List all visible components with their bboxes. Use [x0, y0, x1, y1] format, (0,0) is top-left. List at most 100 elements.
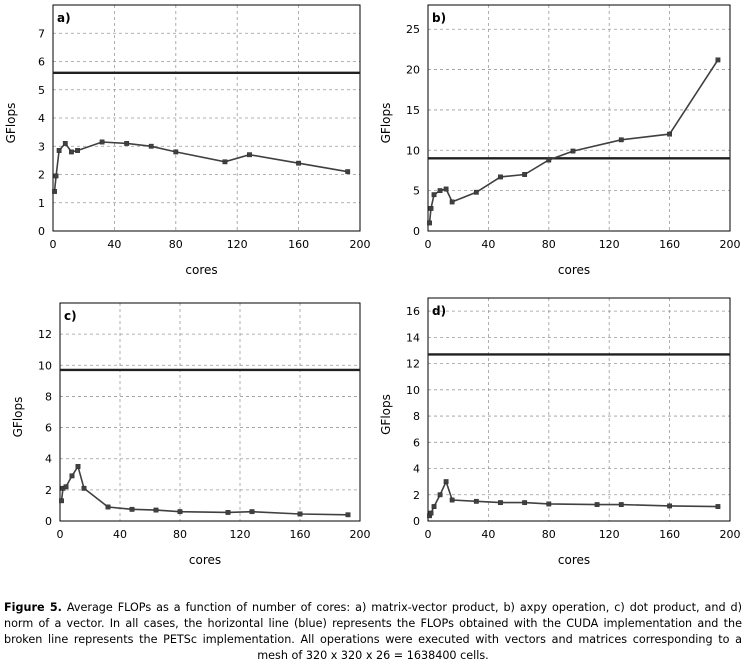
data-point — [129, 506, 135, 512]
data-point — [56, 148, 62, 153]
data-point — [522, 500, 528, 506]
x-tick-label: 0 — [425, 528, 432, 541]
panel-label: b) — [432, 11, 446, 25]
caption-label: Figure 5. — [4, 601, 62, 614]
caption-text: Average FLOPs as a function of number of… — [4, 601, 743, 662]
data-point — [75, 464, 81, 469]
x-tick-label: 120 — [599, 528, 620, 541]
data-point — [249, 509, 255, 515]
x-tick-label: 40 — [481, 238, 495, 251]
x-tick-label: 40 — [481, 528, 495, 541]
y-tick-label: 0 — [45, 515, 52, 528]
x-tick-label: 80 — [542, 528, 556, 541]
data-point — [345, 169, 351, 175]
data-point — [618, 502, 624, 508]
x-tick-label: 200 — [350, 528, 371, 541]
data-point — [437, 492, 443, 498]
y-tick-label: 3 — [38, 140, 45, 153]
data-point — [522, 172, 528, 177]
x-axis-label: cores — [558, 263, 590, 277]
x-tick-label: 120 — [227, 238, 248, 251]
chart-a: 0 40 80 120 160 200 0 1 2 3 4 5 6 7 cores GFlops a) — [4, 4, 371, 277]
y-tick-label: 25 — [406, 23, 420, 36]
x-tick-label: 40 — [107, 238, 121, 251]
x-tick-label: 160 — [288, 238, 309, 251]
data-point — [473, 189, 479, 195]
data-point — [52, 189, 57, 194]
y-tick-label: 0 — [38, 225, 45, 238]
data-point — [222, 159, 228, 165]
x-tick-label: 0 — [57, 528, 64, 541]
x-tick-label: 160 — [290, 528, 311, 541]
data-point — [594, 502, 600, 508]
data-point — [296, 160, 301, 166]
data-point — [69, 149, 74, 155]
data-point — [498, 174, 503, 180]
petsc-series-line — [60, 464, 349, 516]
y-tick-label: 0 — [413, 225, 420, 238]
y-axis-label: GFlops — [11, 397, 25, 438]
y-tick-label: 5 — [38, 84, 45, 97]
data-point — [105, 504, 111, 510]
y-tick-label: 6 — [413, 436, 420, 449]
chart-d: 0 40 80 120 160 200 0 2 4 6 8 10 12 14 16 cores GFlops d) — [379, 297, 741, 567]
data-point — [99, 139, 105, 145]
x-tick-label: 200 — [720, 238, 741, 251]
data-point — [443, 186, 449, 192]
data-point — [431, 504, 437, 509]
data-point — [546, 157, 552, 163]
data-point — [173, 149, 179, 155]
x-axis-label: cores — [185, 263, 217, 277]
x-axis-label: cores — [558, 553, 590, 567]
petsc-series-line — [53, 141, 348, 192]
plot-frame — [52, 4, 361, 232]
data-point — [570, 148, 576, 154]
x-tick-label: 80 — [173, 528, 187, 541]
y-axis-label: GFlops — [4, 103, 18, 144]
y-tick-label: 2 — [38, 169, 45, 182]
panel-label: c) — [64, 309, 77, 323]
x-tick-label: 0 — [425, 238, 432, 251]
y-tick-label: 16 — [406, 305, 420, 318]
y-tick-label: 10 — [406, 144, 420, 157]
y-tick-label: 2 — [45, 484, 52, 497]
plot-frame — [427, 297, 731, 522]
data-point — [428, 510, 434, 516]
panel-label: d) — [432, 304, 446, 318]
data-point — [153, 507, 159, 513]
plot-frame — [427, 4, 731, 232]
data-point — [177, 509, 183, 515]
data-point — [148, 143, 154, 149]
data-point — [59, 498, 64, 504]
chart-b: 0 40 80 120 160 200 0 5 10 15 20 25 cores GFlops b) — [379, 4, 741, 277]
data-point — [667, 503, 673, 509]
y-tick-label: 5 — [413, 185, 420, 198]
petsc-series-line — [428, 59, 719, 223]
y-tick-label: 10 — [38, 359, 52, 372]
y-tick-label: 12 — [38, 328, 52, 341]
y-tick-label: 6 — [38, 56, 45, 69]
data-point — [427, 220, 432, 226]
y-axis-label: GFlops — [379, 394, 393, 435]
data-point — [69, 473, 75, 479]
data-point — [62, 141, 68, 146]
x-tick-label: 80 — [169, 238, 183, 251]
data-point — [473, 498, 479, 504]
data-point — [53, 173, 59, 179]
y-tick-label: 15 — [406, 104, 420, 117]
x-tick-label: 40 — [113, 528, 127, 541]
data-point — [449, 497, 455, 503]
y-axis-label: GFlops — [379, 103, 393, 144]
y-tick-label: 20 — [406, 64, 420, 77]
plot-frame — [59, 302, 361, 522]
y-tick-label: 2 — [413, 489, 420, 502]
data-point — [498, 500, 503, 506]
y-tick-label: 12 — [406, 358, 420, 371]
data-point — [428, 205, 434, 211]
data-point — [437, 188, 443, 194]
data-point — [715, 57, 721, 63]
x-tick-label: 200 — [720, 528, 741, 541]
chart-c: 0 40 80 120 160 200 0 2 4 6 8 10 12 cores GFlops c) — [11, 302, 371, 567]
data-point — [81, 485, 87, 491]
